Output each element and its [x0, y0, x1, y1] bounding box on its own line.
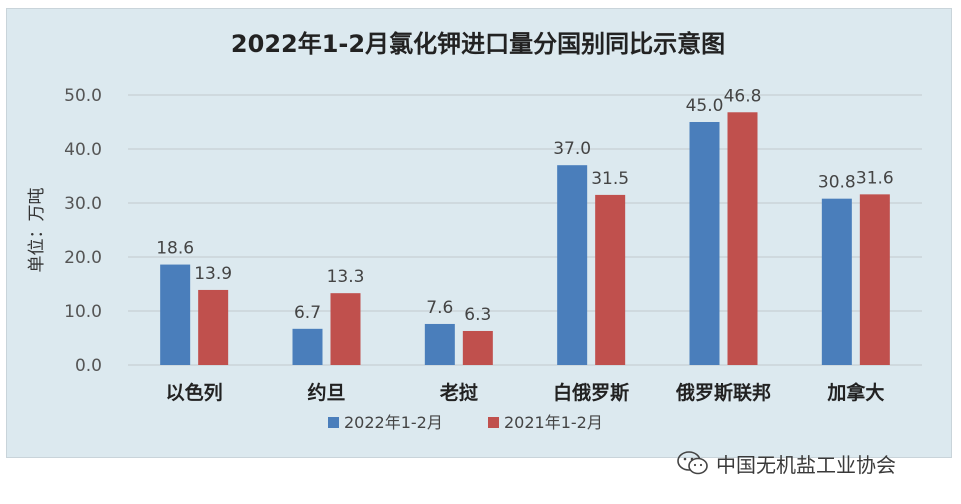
bar — [557, 165, 588, 365]
data-label: 13.9 — [194, 264, 232, 284]
data-label: 13.3 — [327, 267, 365, 287]
bar — [424, 323, 455, 365]
y-tick-label: 0.0 — [75, 356, 102, 376]
chart-title: 2022年1-2月氯化钾进口量分国别同比示意图 — [231, 30, 725, 58]
bar — [198, 289, 229, 365]
bar — [689, 122, 720, 365]
x-category-label: 加拿大 — [826, 381, 884, 404]
x-category-label: 白俄罗斯 — [553, 381, 629, 404]
y-tick-label: 20.0 — [64, 248, 102, 268]
data-label: 37.0 — [553, 139, 591, 159]
y-tick-label: 40.0 — [64, 140, 102, 160]
bar — [330, 293, 361, 365]
data-label: 31.6 — [856, 168, 894, 188]
y-tick-label: 50.0 — [64, 86, 102, 106]
legend-swatch — [328, 417, 339, 428]
watermark-text: 中国无机盐工业协会 — [716, 452, 896, 477]
y-tick-label: 10.0 — [64, 302, 102, 322]
watermark: 中国无机盐工业协会 — [676, 448, 896, 478]
data-label: 6.3 — [464, 305, 491, 325]
data-label: 30.8 — [818, 173, 856, 193]
legend-swatch — [488, 417, 499, 428]
bar — [859, 194, 890, 365]
x-category-label: 以色列 — [166, 381, 223, 404]
wechat-icon — [677, 451, 708, 475]
legend-label: 2022年1-2月 — [344, 413, 443, 432]
x-category-label: 老挝 — [440, 381, 479, 404]
bar — [160, 264, 191, 365]
bar — [821, 198, 852, 365]
data-label: 18.6 — [156, 239, 194, 259]
legend-label: 2021年1-2月 — [504, 413, 603, 432]
data-label: 46.8 — [724, 86, 762, 106]
x-category-label: 俄罗斯联邦 — [675, 381, 771, 404]
bar — [292, 328, 323, 365]
bar — [462, 330, 493, 365]
y-tick-label: 30.0 — [64, 194, 102, 214]
bar — [595, 194, 626, 365]
data-label: 45.0 — [686, 96, 724, 116]
bar — [727, 112, 758, 365]
data-label: 31.5 — [591, 169, 629, 189]
y-axis-label: 单位：万吨 — [27, 188, 47, 273]
data-label: 6.7 — [294, 303, 321, 323]
data-label: 7.6 — [426, 298, 453, 318]
chart-frame — [6, 8, 952, 458]
x-category-label: 约旦 — [307, 381, 345, 404]
